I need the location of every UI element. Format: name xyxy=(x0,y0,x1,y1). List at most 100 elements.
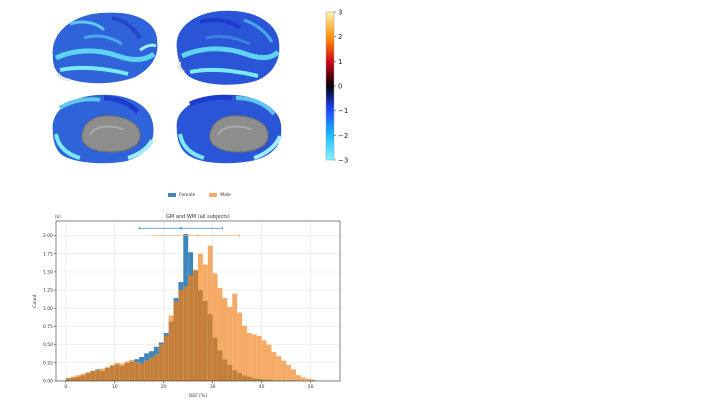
bar-male xyxy=(300,377,306,381)
bar-overlap xyxy=(163,335,169,381)
bar-overlap xyxy=(276,380,282,381)
x-tick-label: 0 xyxy=(64,384,67,390)
brain-view-right-medial xyxy=(175,93,283,165)
bar-male xyxy=(193,269,198,271)
colorbar-tick-label: 2 xyxy=(338,33,342,41)
bar-overlap xyxy=(109,365,115,381)
bar-female xyxy=(158,342,164,345)
colorbar-tick-label: −3 xyxy=(338,157,348,165)
bar-male xyxy=(232,293,238,371)
bar-male xyxy=(227,306,233,365)
bar-male xyxy=(70,376,76,378)
bar-overlap xyxy=(222,359,228,381)
bar-overlap xyxy=(251,378,257,381)
bar-male xyxy=(237,312,243,373)
bar-female xyxy=(149,351,154,358)
y-tick-label: 0.50 xyxy=(43,342,53,348)
x-axis-label: OEF [%] xyxy=(189,393,207,399)
bar-overlap xyxy=(183,286,189,381)
colorbar-tick-label: 3 xyxy=(338,9,342,17)
bar-male xyxy=(202,264,208,301)
bar-male xyxy=(212,273,218,338)
bar-male xyxy=(114,362,120,365)
bar-overlap xyxy=(90,370,96,381)
bar-male xyxy=(168,315,174,322)
brain-view-left-medial xyxy=(51,93,155,165)
bar-male xyxy=(119,363,125,366)
bar-overlap xyxy=(271,380,277,381)
bar-overlap xyxy=(266,379,272,381)
brain-surface-panel: 3 2 1 0 −1 −2 −3 xyxy=(51,9,348,165)
y-tick-label: 0.25 xyxy=(43,360,53,366)
bar-overlap xyxy=(256,378,262,381)
bar-male xyxy=(276,356,282,381)
bar-male xyxy=(261,340,267,380)
bar-male xyxy=(222,298,228,360)
legend-item-female: Female xyxy=(168,193,195,198)
y-tick-label: 1.25 xyxy=(43,288,53,294)
bar-overlap xyxy=(237,373,243,381)
bar-male xyxy=(104,367,110,368)
legend: Female Male xyxy=(168,190,231,200)
bar-male xyxy=(100,368,105,371)
bar-overlap xyxy=(85,373,91,381)
error-bar-center xyxy=(196,234,200,237)
bar-overlap xyxy=(153,354,159,381)
bar-male xyxy=(80,373,86,376)
x-tick-label: 40 xyxy=(259,384,265,390)
bar-overlap xyxy=(65,378,71,381)
bar-female xyxy=(173,298,179,302)
bar-overlap xyxy=(75,376,81,381)
bar-female xyxy=(163,333,169,336)
bar-overlap xyxy=(227,365,233,381)
x-tick-label: 10 xyxy=(112,384,118,390)
bar-overlap xyxy=(134,362,140,381)
bar-male xyxy=(246,333,252,377)
axes: 0 10 20 30 40 50 0.00 0.25 0.50 0.75 1.00 1.25 1.50 1… xyxy=(43,233,314,390)
brain-view-right-lateral xyxy=(175,9,281,87)
corner-label: (b) xyxy=(55,214,61,219)
y-tick-label: 2.00 xyxy=(43,233,53,239)
bar-female xyxy=(95,369,101,371)
bar-overlap xyxy=(70,377,76,381)
bar-overlap xyxy=(124,362,130,381)
legend-label-male: Male xyxy=(220,192,231,198)
colorbar-tick-label: −2 xyxy=(338,132,348,140)
brain-view-left-lateral xyxy=(51,11,159,85)
bar-overlap xyxy=(178,290,184,381)
bar-overlap xyxy=(291,380,296,381)
bar-male xyxy=(256,335,262,379)
bar-overlap xyxy=(232,370,238,381)
bar-male xyxy=(207,245,213,315)
bar-male xyxy=(124,361,130,363)
bar-male xyxy=(291,369,296,381)
bar-overlap xyxy=(80,375,86,381)
bar-overlap xyxy=(198,290,203,381)
y-axis-label: Count xyxy=(32,294,38,308)
bar-male xyxy=(286,365,292,381)
bar-male xyxy=(129,359,135,362)
bar-male xyxy=(75,375,81,377)
bar-overlap xyxy=(286,380,292,381)
bar-female xyxy=(139,357,145,364)
colorbar-tick-label: 0 xyxy=(338,83,342,91)
bar-overlap xyxy=(168,321,174,381)
bar-overlap xyxy=(217,350,223,381)
histogram-chart: (b) GM and WM (all subjects) 0 10 20 30 40 50… xyxy=(32,214,341,399)
x-tick-label: 50 xyxy=(308,384,314,390)
bar-overlap xyxy=(114,364,120,381)
bar-female xyxy=(144,353,150,361)
bar-overlap xyxy=(158,344,164,381)
bar-overlap xyxy=(193,270,198,381)
bar-male xyxy=(305,378,311,381)
bar-overlap xyxy=(246,376,252,381)
y-tick-label: 1.50 xyxy=(43,270,53,276)
bar-overlap xyxy=(95,370,101,381)
bar-male xyxy=(242,325,247,376)
legend-item-male: Male xyxy=(209,193,231,198)
x-tick-label: 20 xyxy=(161,384,167,390)
bar-female xyxy=(178,282,184,291)
bar-overlap xyxy=(281,380,287,381)
bar-male xyxy=(266,344,272,380)
bar-male xyxy=(217,287,223,351)
